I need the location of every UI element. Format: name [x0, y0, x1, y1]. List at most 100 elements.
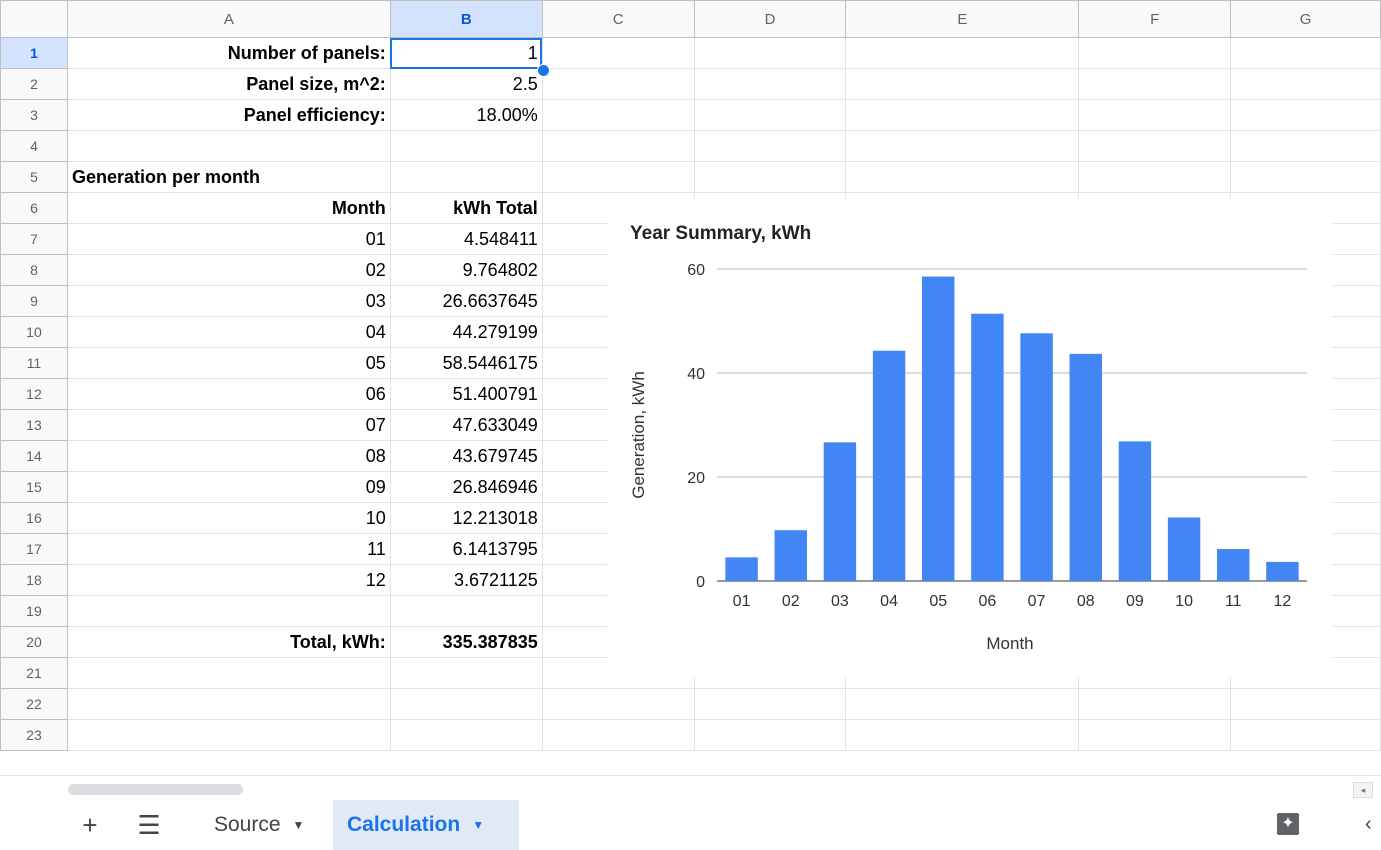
cell[interactable]	[693, 68, 847, 100]
chevron-left-icon[interactable]: ‹	[1365, 813, 1372, 835]
cell[interactable]	[693, 37, 847, 69]
row-header[interactable]: 13	[0, 409, 68, 441]
cell-size-label[interactable]: Panel size, m^2:	[66, 68, 391, 100]
cell-month[interactable]: 07	[66, 409, 391, 441]
chevron-down-icon[interactable]: ▼	[472, 818, 485, 833]
row-header[interactable]: 22	[0, 688, 68, 720]
column-header-a[interactable]: A	[66, 0, 391, 38]
cell[interactable]	[1230, 99, 1381, 131]
cell-kwh[interactable]: 4.548411	[389, 223, 543, 255]
cell[interactable]	[389, 688, 543, 720]
cell-eff-label[interactable]: Panel efficiency:	[66, 99, 391, 131]
row-header[interactable]: 4	[0, 130, 68, 162]
cell[interactable]	[389, 161, 543, 193]
cell-eff-value[interactable]: 18.00%	[389, 99, 543, 131]
cell[interactable]	[1230, 688, 1381, 720]
cell[interactable]	[693, 161, 847, 193]
cell-kwh[interactable]: 26.6637645	[389, 285, 543, 317]
row-header[interactable]: 16	[0, 502, 68, 534]
cell[interactable]	[66, 719, 391, 751]
cell-kwh[interactable]: 12.213018	[389, 502, 543, 534]
cell[interactable]	[845, 719, 1080, 751]
cell[interactable]	[693, 719, 847, 751]
row-header[interactable]: 11	[0, 347, 68, 379]
row-header[interactable]: 7	[0, 223, 68, 255]
cell-total-label[interactable]: Total, kWh:	[66, 626, 391, 658]
cell[interactable]	[66, 657, 391, 689]
cell[interactable]	[1230, 719, 1381, 751]
cell[interactable]	[389, 657, 543, 689]
cell-kwh[interactable]: 9.764802	[389, 254, 543, 286]
row-header[interactable]: 23	[0, 719, 68, 751]
cell[interactable]	[1078, 68, 1232, 100]
cell[interactable]	[693, 130, 847, 162]
column-header-e[interactable]: E	[845, 0, 1080, 38]
row-header[interactable]: 3	[0, 99, 68, 131]
cell[interactable]	[1078, 161, 1232, 193]
cell-month[interactable]: 11	[66, 533, 391, 565]
cell-kwh[interactable]: 44.279199	[389, 316, 543, 348]
row-header[interactable]: 8	[0, 254, 68, 286]
row-header[interactable]: 20	[0, 626, 68, 658]
cell-month[interactable]: 01	[66, 223, 391, 255]
row-header[interactable]: 9	[0, 285, 68, 317]
cell-month[interactable]: 08	[66, 440, 391, 472]
row-header[interactable]: 5	[0, 161, 68, 193]
row-header[interactable]: 17	[0, 533, 68, 565]
tab-source[interactable]: Source ▼	[200, 800, 318, 850]
cell-month[interactable]: 06	[66, 378, 391, 410]
cell-month[interactable]: 04	[66, 316, 391, 348]
cell[interactable]	[1078, 99, 1232, 131]
row-header[interactable]: 18	[0, 564, 68, 596]
cell[interactable]	[66, 595, 391, 627]
tab-calculation[interactable]: Calculation ▼	[333, 800, 519, 850]
cell[interactable]	[845, 130, 1080, 162]
fill-handle[interactable]	[537, 64, 550, 77]
cell-month[interactable]: 03	[66, 285, 391, 317]
horizontal-scrollbar[interactable]: ◂	[0, 775, 1381, 801]
cell[interactable]	[389, 719, 543, 751]
cell[interactable]	[66, 130, 391, 162]
cell[interactable]	[541, 130, 695, 162]
cell[interactable]	[389, 130, 543, 162]
cell[interactable]	[845, 37, 1080, 69]
cell-panels-value[interactable]: 1	[389, 37, 543, 69]
cell[interactable]	[541, 68, 695, 100]
cell[interactable]	[1078, 719, 1232, 751]
cell[interactable]	[845, 99, 1080, 131]
column-header-b[interactable]: B	[389, 0, 543, 38]
cell[interactable]	[845, 161, 1080, 193]
explore-icon[interactable]: ✦	[1277, 813, 1299, 835]
row-header[interactable]: 1	[0, 37, 68, 69]
scroll-left-arrow-icon[interactable]: ◂	[1353, 782, 1373, 798]
cell[interactable]	[1078, 37, 1232, 69]
column-header-c[interactable]: C	[541, 0, 695, 38]
cell-section-title[interactable]: Generation per month	[66, 161, 391, 193]
cell-month[interactable]: 12	[66, 564, 391, 596]
year-summary-chart[interactable]: Year Summary, kWh 0 20 40 60 01 02 03 04 05 06 07 0…	[607, 199, 1332, 677]
cell-panels-label[interactable]: Number of panels:	[66, 37, 391, 69]
cell[interactable]	[541, 99, 695, 131]
cell[interactable]	[693, 99, 847, 131]
cell[interactable]	[541, 161, 695, 193]
row-header[interactable]: 12	[0, 378, 68, 410]
cell-kwh[interactable]: 43.679745	[389, 440, 543, 472]
cell[interactable]	[693, 688, 847, 720]
cell-month[interactable]: 10	[66, 502, 391, 534]
row-header[interactable]: 2	[0, 68, 68, 100]
cell[interactable]	[845, 688, 1080, 720]
cell[interactable]	[1078, 130, 1232, 162]
row-header[interactable]: 6	[0, 192, 68, 224]
cell-kwh[interactable]: 58.5446175	[389, 347, 543, 379]
cell[interactable]	[1230, 130, 1381, 162]
scrollbar-thumb[interactable]	[68, 784, 243, 795]
cell-total-value[interactable]: 335.387835	[389, 626, 543, 658]
column-header-d[interactable]: D	[693, 0, 847, 38]
row-header[interactable]: 14	[0, 440, 68, 472]
cell[interactable]	[1230, 161, 1381, 193]
cell[interactable]	[1230, 37, 1381, 69]
cell-kwh-header[interactable]: kWh Total	[389, 192, 543, 224]
row-header[interactable]: 10	[0, 316, 68, 348]
cell-month[interactable]: 05	[66, 347, 391, 379]
cell[interactable]	[1078, 688, 1232, 720]
